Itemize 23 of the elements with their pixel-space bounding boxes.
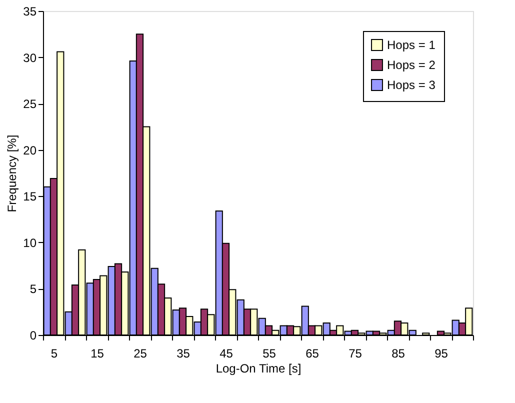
x-tick-label: 25	[134, 346, 148, 360]
x-axis-title: Log-On Time [s]	[216, 362, 302, 376]
legend-label: Hops = 3	[387, 78, 436, 92]
x-tick-label: 75	[348, 346, 362, 360]
x-tick-label: 85	[392, 346, 406, 360]
y-tick-label: 35	[23, 4, 37, 18]
x-tick-label: 65	[306, 346, 320, 360]
y-tick-label: 30	[23, 50, 37, 65]
y-tick-label: 20	[23, 143, 37, 158]
x-tick-label: 35	[176, 346, 190, 360]
y-tick-label: 25	[23, 97, 37, 112]
x-tick-label: 55	[262, 346, 276, 360]
legend-label: Hops = 2	[387, 58, 436, 72]
y-tick-label: 10	[23, 236, 37, 250]
y-tick-label: 15	[23, 190, 37, 204]
x-tick-label: 45	[220, 346, 234, 360]
legend-label: Hops = 1	[387, 38, 436, 52]
x-tick-label: 15	[90, 346, 104, 360]
y-tick-label: 0	[30, 328, 37, 342]
x-tick-label: 5	[50, 346, 58, 360]
y-axis-title: Frequency [%]	[5, 134, 20, 212]
x-tick-label: 95	[434, 346, 448, 360]
y-tick-label: 5	[30, 282, 37, 296]
